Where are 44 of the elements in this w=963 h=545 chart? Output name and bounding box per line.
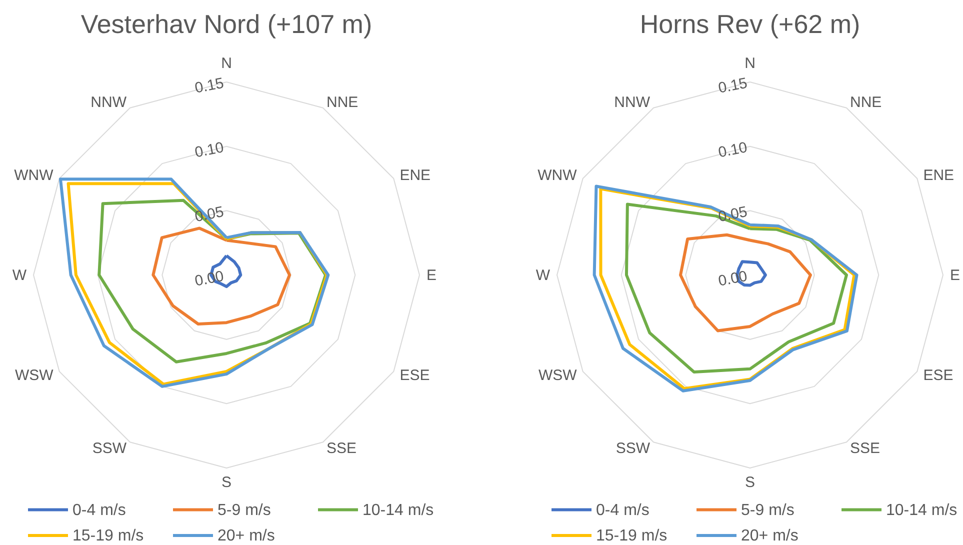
spoke-label: ESE bbox=[923, 367, 954, 384]
legend-label: 20+ m/s bbox=[218, 528, 275, 544]
spoke-label: NNE bbox=[326, 94, 358, 111]
legend-label: 5-9 m/s bbox=[218, 502, 271, 519]
spoke-label: WSW bbox=[538, 367, 578, 384]
legend-label: 0-4 m/s bbox=[72, 502, 126, 519]
y-tick-label: 0.05 bbox=[716, 203, 749, 226]
legend-label: 10-14 m/s bbox=[362, 502, 434, 519]
spoke-label: S bbox=[221, 474, 232, 491]
y-tick-label: 0.10 bbox=[716, 139, 749, 162]
spoke-label: E bbox=[426, 267, 437, 284]
chart-title: Horns Rev (+62 m) bbox=[640, 9, 860, 39]
legend-label: 20+ m/s bbox=[741, 528, 798, 544]
legend-label: 15-19 m/s bbox=[596, 528, 668, 544]
chart-title: Vesterhav Nord (+107 m) bbox=[80, 9, 372, 39]
spoke-label: ENE bbox=[400, 167, 431, 184]
legend-label: 10-14 m/s bbox=[886, 502, 958, 519]
spoke-label: S bbox=[744, 474, 756, 491]
spoke-label: W bbox=[12, 267, 28, 284]
spoke-label: WNW bbox=[14, 167, 54, 184]
spoke-label: SSE bbox=[326, 440, 357, 458]
y-tick-label: 0.00 bbox=[193, 268, 226, 290]
y-tick-label: 0.15 bbox=[716, 74, 749, 97]
y-tick-label: 0.15 bbox=[193, 74, 226, 97]
y-tick-label: 0.00 bbox=[716, 268, 749, 290]
spoke-label: W bbox=[536, 267, 551, 284]
y-tick-label: 0.05 bbox=[193, 203, 226, 226]
spoke-label: E bbox=[950, 267, 960, 284]
spoke-label: NNW bbox=[90, 94, 128, 111]
spoke-label: SSE bbox=[850, 440, 880, 458]
spoke-label: NNW bbox=[614, 94, 651, 111]
y-tick-label: 0.10 bbox=[193, 139, 226, 162]
spoke-label: SSW bbox=[616, 440, 651, 458]
spoke-label: NNE bbox=[850, 94, 882, 111]
spoke-label: WSW bbox=[14, 367, 54, 384]
spoke-label: ESE bbox=[400, 367, 430, 384]
spoke-label: ENE bbox=[923, 167, 954, 184]
spoke-label: N bbox=[221, 55, 232, 72]
legend-label: 0-4 m/s bbox=[596, 502, 650, 519]
spoke-label: N bbox=[744, 55, 756, 72]
legend-label: 5-9 m/s bbox=[741, 502, 794, 519]
legend-label: 15-19 m/s bbox=[72, 528, 144, 544]
spoke-label: WNW bbox=[538, 167, 578, 184]
spoke-label: SSW bbox=[92, 440, 128, 458]
